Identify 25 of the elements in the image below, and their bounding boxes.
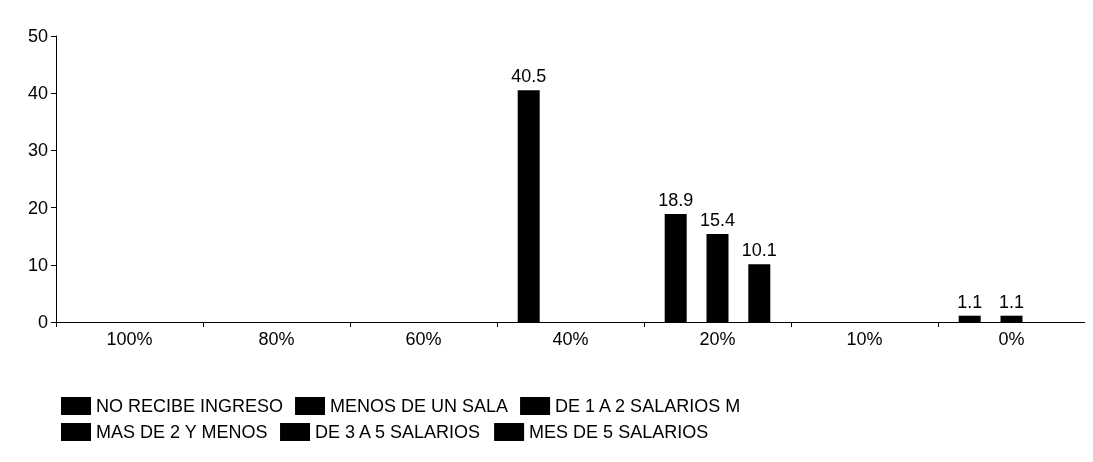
legend-label: DE 1 A 2 SALARIOS M (555, 396, 741, 416)
x-tick-label: 40% (552, 329, 589, 349)
y-tick-label: 10 (27, 254, 48, 275)
y-tick-label: 40 (27, 83, 48, 104)
data-label: 1.1 (957, 291, 983, 312)
y-tick-label: 30 (27, 140, 48, 161)
legend-label: MAS DE 2 Y MENOS (96, 422, 268, 442)
data-label: 40.5 (511, 66, 547, 87)
x-tick-label: 60% (405, 329, 442, 349)
y-tick-label: 0 (37, 312, 48, 332)
y-tick-label: 50 (27, 26, 48, 46)
x-tick-label: 20% (699, 329, 736, 349)
x-tick-label: 0% (998, 329, 1025, 349)
x-tick-label: 80% (258, 329, 295, 349)
legend-label: MES DE 5 SALARIOS (529, 422, 709, 442)
x-tick-label: 100% (106, 329, 153, 349)
data-label: 1.1 (998, 291, 1025, 312)
legend-label: NO RECIBE INGRESO (96, 396, 284, 416)
data-label: 10.1 (741, 240, 777, 261)
data-label: 18.9 (658, 189, 694, 210)
data-label: 15.4 (699, 209, 736, 230)
legend-label: MENOS DE UN SALA (330, 396, 509, 416)
legend-label: DE 3 A 5 SALARIOS (315, 422, 481, 442)
y-tick-label: 20 (27, 197, 48, 218)
x-tick-label: 10% (846, 329, 883, 349)
